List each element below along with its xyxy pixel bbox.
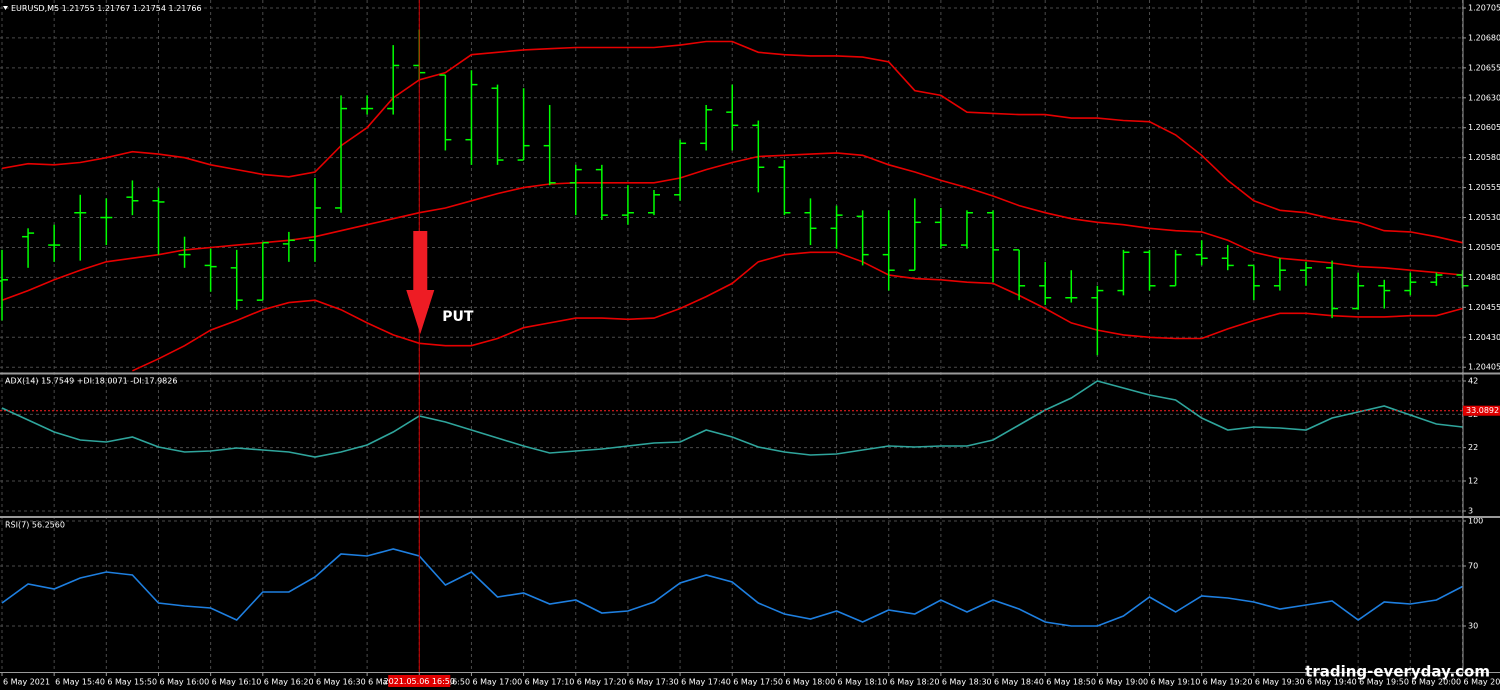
band-line — [132, 251, 1463, 372]
y-tick-label: 1.20705 — [1468, 3, 1500, 12]
x-tick-label: 6 May 18:30 — [942, 678, 992, 687]
y-tick-label: 1.20605 — [1468, 123, 1500, 132]
crosshair-label-box — [388, 675, 451, 687]
y-tick-label: 1.20580 — [1468, 153, 1500, 162]
signal-label: PUT — [442, 309, 474, 325]
menu-triangle — [3, 6, 8, 10]
x-tick-label: 6 May 17:00 — [472, 678, 522, 687]
indicator-line — [1, 380, 1463, 458]
x-tick-label: 6 May 18:50 — [1046, 678, 1096, 687]
marks-layer — [0, 29, 1469, 627]
rsi-title: RSI(7) 56.2560 — [5, 521, 65, 530]
y-tick-label: 1.20530 — [1468, 213, 1500, 222]
y-tick-label: 1.20455 — [1468, 303, 1500, 312]
y-tick-label: 1.20680 — [1468, 33, 1500, 42]
x-tick-label: 6 May 15:50 — [107, 678, 157, 687]
level-label: 33.0892 — [1466, 406, 1499, 415]
y-tick-label: 42 — [1468, 377, 1478, 386]
y-tick-label: 1.20505 — [1468, 243, 1500, 252]
x-tick-label: 6 May 18:40 — [994, 678, 1044, 687]
band-line — [1, 152, 1463, 301]
band-line — [1, 40, 1463, 244]
x-tick-label: 6 May 17:10 — [525, 678, 575, 687]
x-tick-label: 6 May 18:10 — [838, 678, 888, 687]
x-tick-label: 6 May 19:20 — [1203, 678, 1253, 687]
x-tick-label: 6 May 19:30 — [1255, 678, 1305, 687]
x-tick-label: 6 May 16:00 — [159, 678, 209, 687]
watermark: trading-everyday.com — [1305, 663, 1490, 681]
y-tick-label: 12 — [1468, 477, 1478, 486]
x-tick-label: 6 May 18:20 — [890, 678, 940, 687]
adx-title: ADX(14) 15.7549 +DI:18.0071 -DI:17.9826 — [5, 377, 177, 386]
x-tick-label: 6 May 16:30 — [316, 678, 366, 687]
y-tick-label: 22 — [1468, 443, 1478, 452]
y-tick-label: 30 — [1468, 622, 1478, 631]
x-tick-label: 6 May 19:00 — [1098, 678, 1148, 687]
y-tick-label: 1.20655 — [1468, 63, 1500, 72]
x-tick-label: 6 May 16:10 — [212, 678, 262, 687]
signal-arrow — [406, 231, 435, 334]
x-tick-label: 6 May 20:10 — [1463, 678, 1500, 687]
x-tick-label: 6 May 17:40 — [681, 678, 731, 687]
main-title: EURUSD,M5 1.21755 1.21767 1.21754 1.2176… — [11, 4, 202, 13]
y-tick-label: 3 — [1468, 507, 1473, 516]
x-tick-label: 6 May 16:20 — [264, 678, 314, 687]
y-tick-label: 1.20555 — [1468, 183, 1500, 192]
y-tick-label: 100 — [1468, 517, 1483, 526]
x-tick-label: 6 May 19:50 — [1359, 678, 1409, 687]
x-tick-label: 6 May 2021 — [3, 678, 50, 687]
crosshair-label: 2021.05.06 16:50 — [384, 677, 455, 686]
y-tick-label: 70 — [1468, 562, 1478, 571]
indicator-line — [1, 548, 1463, 627]
x-tick-label: 6 May 18:00 — [785, 678, 835, 687]
y-tick-label: 1.20405 — [1468, 363, 1500, 372]
x-tick-label: 6 May 17:50 — [733, 678, 783, 687]
x-tick-label: 6 May 15:40 — [55, 678, 105, 687]
x-tick-label: 6 May 17:20 — [577, 678, 627, 687]
x-tick-label: 6 May 19:40 — [1307, 678, 1357, 687]
x-tick-label: 6 May 19:10 — [1151, 678, 1201, 687]
x-tick-label: 6 May 17:30 — [629, 678, 679, 687]
y-tick-label: 1.20480 — [1468, 273, 1500, 282]
y-tick-label: 1.20630 — [1468, 93, 1500, 102]
y-tick-label: 1.20430 — [1468, 333, 1500, 342]
level-label-box — [1463, 405, 1500, 416]
x-tick-label: 6 May 20:00 — [1411, 678, 1461, 687]
